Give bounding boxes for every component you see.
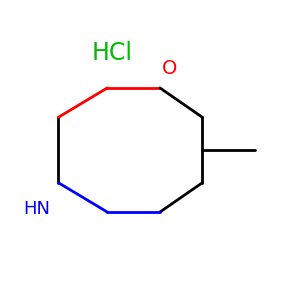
- Text: HCl: HCl: [91, 41, 132, 65]
- Text: O: O: [161, 59, 177, 78]
- Text: HN: HN: [23, 200, 50, 218]
